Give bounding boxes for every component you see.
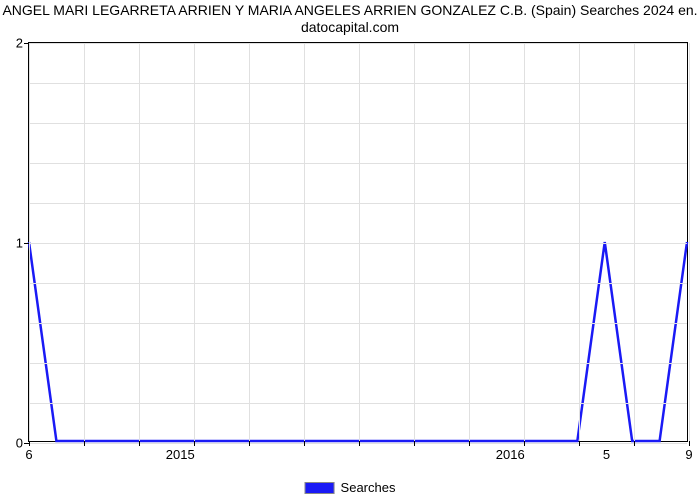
- gridline-v: [194, 43, 195, 441]
- gridline-v: [359, 43, 360, 441]
- legend-label: Searches: [341, 480, 396, 495]
- gridline-h-minor: [29, 323, 687, 324]
- x-tick-mark: [579, 441, 580, 446]
- x-tick-mark: [304, 441, 305, 446]
- gridline-h-minor: [29, 203, 687, 204]
- x-tick-mark: [634, 441, 635, 446]
- x-extra-number: 9: [685, 447, 692, 462]
- chart-title-line2: datocapital.com: [301, 19, 399, 35]
- gridline-h: [29, 243, 687, 244]
- plot-area: 01220152016659: [28, 42, 688, 442]
- searches-chart: ANGEL MARI LEGARRETA ARRIEN Y MARIA ANGE…: [0, 0, 700, 500]
- gridline-v: [469, 43, 470, 441]
- gridline-h-minor: [29, 403, 687, 404]
- chart-title: ANGEL MARI LEGARRETA ARRIEN Y MARIA ANGE…: [0, 2, 700, 36]
- y-tick-label: 1: [16, 236, 23, 251]
- legend: Searches: [305, 480, 396, 495]
- x-tick-mark: [139, 441, 140, 446]
- x-year-label: 2016: [496, 447, 525, 462]
- gridline-h: [29, 43, 687, 44]
- x-tick-mark: [29, 441, 30, 446]
- gridline-h-minor: [29, 363, 687, 364]
- gridline-v: [524, 43, 525, 441]
- gridline-v: [414, 43, 415, 441]
- y-tick-label: 2: [16, 36, 23, 51]
- chart-title-line1: ANGEL MARI LEGARRETA ARRIEN Y MARIA ANGE…: [2, 2, 697, 18]
- x-tick-mark: [469, 441, 470, 446]
- gridline-v: [304, 43, 305, 441]
- x-tick-mark: [84, 441, 85, 446]
- x-extra-number: 5: [603, 447, 610, 462]
- gridline-h-minor: [29, 123, 687, 124]
- x-tick-mark: [249, 441, 250, 446]
- gridline-v: [139, 43, 140, 441]
- x-year-label: 2015: [166, 447, 195, 462]
- legend-swatch: [305, 482, 335, 494]
- gridline-v: [689, 43, 690, 441]
- gridline-v: [249, 43, 250, 441]
- x-tick-mark: [414, 441, 415, 446]
- x-tick-mark: [194, 441, 195, 446]
- gridline-h-minor: [29, 163, 687, 164]
- gridline-h-minor: [29, 83, 687, 84]
- x-extra-number: 6: [25, 447, 32, 462]
- gridline-h: [29, 443, 687, 444]
- x-tick-mark: [359, 441, 360, 446]
- gridline-v: [634, 43, 635, 441]
- x-tick-mark: [524, 441, 525, 446]
- series-line: [29, 242, 687, 441]
- gridline-v: [84, 43, 85, 441]
- y-tick-label: 0: [16, 436, 23, 451]
- gridline-v: [29, 43, 30, 441]
- x-tick-mark: [689, 441, 690, 446]
- gridline-h-minor: [29, 283, 687, 284]
- gridline-v: [579, 43, 580, 441]
- line-series: [29, 43, 687, 441]
